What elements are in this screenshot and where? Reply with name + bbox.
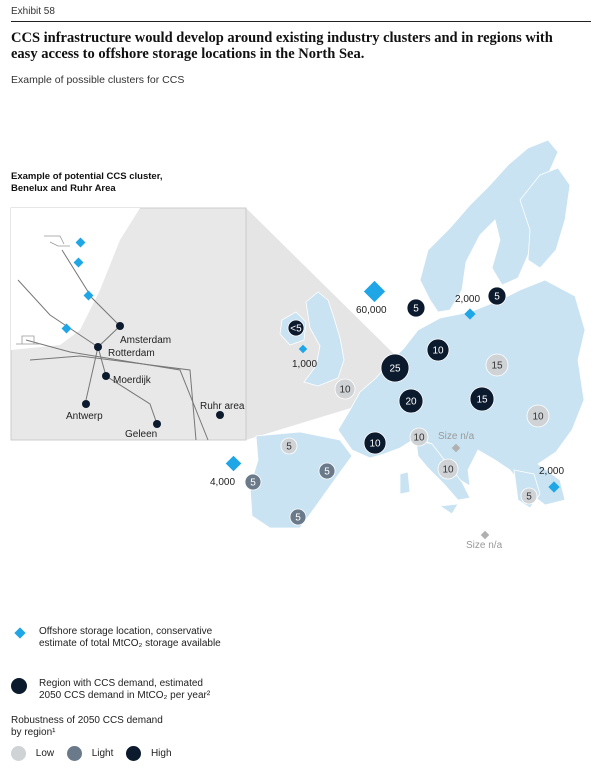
geleen-dot [153,420,161,428]
storage-label-italy: Size n/a [438,431,475,442]
demand-value-germany-south: 20 [405,397,417,408]
demand-bubble-germany-north [426,338,450,362]
demand-bubble-spain-south [289,508,307,526]
inset-title: Example of potential CCS cluster, Benelu… [11,171,163,195]
demand-bubble-spain-central [318,462,336,480]
robustness-light-label: Light [91,748,114,759]
legend-storage-line-1: Offshore storage location, conservative [39,626,213,637]
storage-sites: 60,000 2,000 1,000 4,000 2,000 Size n/a … [210,280,564,551]
demand-bubble-scandinavia [406,298,426,318]
demand-value-greece: 5 [526,492,532,503]
demand-value-balkans: 10 [532,412,544,423]
legend-storage-line-2: estimate of total MtCO₂ storage availabl… [39,638,221,649]
inset-title-line-2: Benelux and Ruhr Area [11,183,116,194]
robustness-low-label: Low [35,748,55,759]
legend-demand-dot-icon [11,678,27,694]
label-antwerp: Antwerp [66,411,103,422]
storage-label-uk: 1,000 [292,359,317,370]
legend-robustness-line-2: by region¹ [11,727,56,738]
demand-value-france-south: 10 [369,439,381,450]
amsterdam-dot [116,322,124,330]
demand-value-france-north: 10 [339,385,351,396]
legend-demand-line-2: 2050 CCS demand in MtCO₂ per year² [39,690,211,701]
ruhr-dot [216,411,224,419]
legend-storage-diamond-icon [14,627,26,639]
subtitle: Example of possible clusters for CCS [11,74,185,86]
title-line-2: easy access to offshore storage location… [11,46,365,62]
demand-bubble-germany-south [398,388,424,414]
demand-bubble-alps [409,427,429,447]
robustness-light-dot [66,746,82,761]
label-ruhr-area: Ruhr area [200,401,245,412]
demand-bubble-france-north [334,378,356,400]
storage-diamond-norway [363,280,386,303]
demand-value-benelux: 25 [389,364,401,375]
demand-bubble-poland-north [487,286,507,306]
demand-bubbles: 5 5 <5 25 10 20 15 15 10 10 10 10 10 5 5 5 5 5 [244,286,550,526]
legend-demand-line-1: Region with CCS demand, estimated [39,678,203,689]
demand-value-spain-south: 5 [295,513,301,524]
rotterdam-dot [94,343,102,351]
demand-value-poland-east: 15 [491,361,503,372]
demand-bubble-spain-north [280,437,298,455]
storage-label-med: Size n/a [466,540,503,551]
demand-value-czech-poland: 15 [476,395,488,406]
demand-value-alps: 10 [413,433,425,444]
title-line-1: CCS infrastructure would develop around … [11,30,553,46]
label-moerdijk: Moerdijk [113,375,152,386]
label-geleen: Geleen [125,429,157,440]
demand-value-scandinavia: 5 [413,304,419,315]
demand-value-spain-central: 5 [324,467,330,478]
storage-diamond-greece [548,481,560,493]
demand-bubble-greece [520,487,538,505]
moerdijk-dot [102,372,110,380]
inset-map: Amsterdam Rotterdam Moerdijk Antwerp Gel… [10,207,247,441]
header-rule [11,21,591,22]
demand-bubble-benelux [380,353,410,383]
demand-value-ireland: <5 [290,324,302,335]
demand-bubble-ireland [287,319,305,337]
antwerp-dot [82,400,90,408]
exhibit-label: Exhibit 58 [11,6,55,17]
storage-diamond-spain [225,455,242,472]
robustness-low-dot [11,746,26,761]
demand-bubble-portugal [244,473,262,491]
demand-bubble-poland-east [485,353,509,377]
legend-robustness-scale: Low Light High [11,746,172,764]
demand-value-spain-north: 5 [286,442,292,453]
demand-bubble-balkans [526,404,550,428]
storage-label-norway: 60,000 [356,305,387,316]
storage-label-spain: 4,000 [210,477,235,488]
demand-value-portugal: 5 [250,478,256,489]
demand-bubble-czech-poland [469,386,495,412]
robustness-high-dot [126,746,142,761]
storage-diamond-uk [298,344,308,354]
storage-diamond-med [480,530,490,540]
label-amsterdam: Amsterdam [120,335,171,346]
inset-title-line-1: Example of potential CCS cluster, [11,171,163,182]
storage-label-baltic: 2,000 [455,294,480,305]
storage-label-greece: 2,000 [539,466,564,477]
storage-diamond-baltic [464,308,476,320]
demand-bubble-france-south [363,431,387,455]
demand-bubble-italy [437,458,459,480]
label-rotterdam: Rotterdam [108,348,155,359]
robustness-high-label: High [150,748,172,759]
demand-value-germany-north: 10 [432,346,444,357]
page-title: CCS infrastructure would develop around … [11,30,591,62]
demand-value-italy: 10 [442,465,454,476]
legend-robustness-line-1: Robustness of 2050 CCS demand [11,715,163,726]
demand-value-poland-north: 5 [494,292,500,303]
storage-diamond-italy [451,443,461,453]
